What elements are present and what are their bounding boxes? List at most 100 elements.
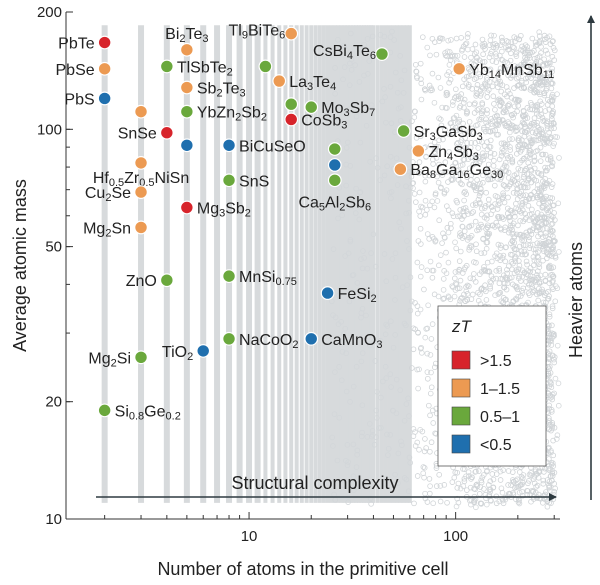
bg-point — [446, 131, 453, 138]
bg-point — [470, 291, 476, 298]
point-SnS — [222, 173, 236, 188]
bg-point — [392, 250, 399, 257]
bg-point — [366, 421, 373, 427]
bg-point — [551, 331, 557, 337]
bg-point — [477, 93, 484, 99]
bg-point — [371, 338, 377, 345]
bg-point — [520, 472, 527, 478]
bg-point — [382, 94, 388, 100]
bg-point — [493, 471, 500, 477]
bg-point — [392, 297, 398, 303]
bg-point — [493, 44, 499, 51]
bg-point — [524, 184, 531, 191]
bg-point — [458, 295, 464, 302]
bg-point — [549, 322, 555, 329]
bg-point — [344, 442, 351, 448]
bg-point — [440, 296, 446, 302]
bg-point — [538, 111, 545, 118]
bg-point — [505, 263, 512, 269]
label-PbSe: PbSe — [56, 62, 95, 79]
bg-point — [482, 80, 488, 87]
label-FeSi2: FeSi2 — [338, 286, 377, 305]
bg-point — [538, 50, 544, 56]
bg-point — [406, 454, 413, 461]
bg-point — [535, 66, 542, 73]
point-MnSi0.75 — [222, 269, 236, 284]
bg-point — [531, 480, 538, 487]
bg-point — [532, 43, 539, 49]
legend-label-high: >1.5 — [480, 353, 512, 370]
bg-point — [531, 48, 537, 54]
bg-point — [522, 112, 529, 118]
data-points: PbTe PbSe PbS Bi2Te3 TlSbTe2 Sb2Te3 YbZn2Sb2 Sn… — [56, 23, 555, 423]
bg-point — [421, 465, 428, 471]
bg-point — [346, 106, 353, 112]
bg-point — [554, 134, 560, 140]
bg-point — [496, 290, 503, 296]
bg-point — [514, 269, 520, 275]
bg-point — [545, 296, 552, 302]
direction-arrows: Structural complexity Heavier atoms — [96, 15, 595, 501]
bg-point — [410, 159, 416, 165]
bg-point — [526, 478, 532, 484]
bg-point — [493, 59, 500, 65]
bg-point — [336, 414, 343, 421]
bg-point — [350, 441, 357, 448]
bg-point — [513, 53, 520, 59]
bg-point — [524, 105, 531, 111]
bg-point — [471, 497, 478, 504]
bg-point — [540, 61, 546, 68]
bg-point — [406, 246, 412, 252]
bg-point — [414, 439, 421, 446]
bg-point — [532, 103, 539, 109]
bg-point — [468, 176, 474, 183]
bg-point — [515, 294, 521, 300]
bg-point — [410, 185, 416, 192]
bg-point — [473, 153, 480, 159]
bg-point — [528, 179, 534, 186]
bg-point — [555, 402, 562, 409]
point-Mo3Sb7 — [304, 100, 319, 115]
bg-point — [550, 278, 556, 284]
bg-point — [526, 217, 532, 224]
bg-point — [494, 194, 501, 200]
bg-point — [479, 150, 486, 157]
bg-point — [503, 244, 509, 250]
bg-point — [436, 471, 442, 478]
bg-point — [421, 128, 428, 135]
bg-point — [551, 480, 557, 487]
bg-point — [465, 156, 472, 162]
bg-point — [522, 242, 529, 249]
bg-point — [477, 199, 483, 206]
bg-point — [422, 490, 428, 497]
bg-point — [507, 57, 514, 64]
bg-point — [348, 56, 355, 63]
bg-point — [472, 67, 479, 73]
label-Mg3Sb2: Mg3Sb2 — [197, 201, 251, 220]
bg-point — [493, 53, 499, 60]
bg-point — [547, 198, 553, 205]
bg-point — [469, 474, 475, 480]
point-unlabeled-green-c — [327, 142, 342, 156]
bg-point — [519, 481, 525, 488]
bg-point — [361, 255, 367, 261]
bg-point — [508, 274, 515, 281]
bg-point — [464, 487, 470, 493]
bg-point — [518, 47, 524, 53]
bg-point — [455, 213, 461, 220]
bg-point — [417, 225, 424, 232]
point-Mg2Si — [134, 350, 148, 365]
bg-point — [525, 480, 531, 487]
bg-point — [445, 259, 452, 266]
bg-point — [511, 255, 518, 262]
bg-point — [538, 211, 545, 218]
bg-point — [510, 44, 516, 50]
bg-point — [536, 226, 543, 232]
bg-point — [520, 192, 526, 199]
bg-point — [524, 128, 531, 134]
bg-point — [463, 110, 470, 117]
bg-point — [452, 287, 459, 293]
bg-point — [354, 280, 361, 286]
bg-point — [471, 110, 478, 116]
legend: zT >1.5 1–1.5 0.5–1 <0.5 — [437, 305, 547, 467]
